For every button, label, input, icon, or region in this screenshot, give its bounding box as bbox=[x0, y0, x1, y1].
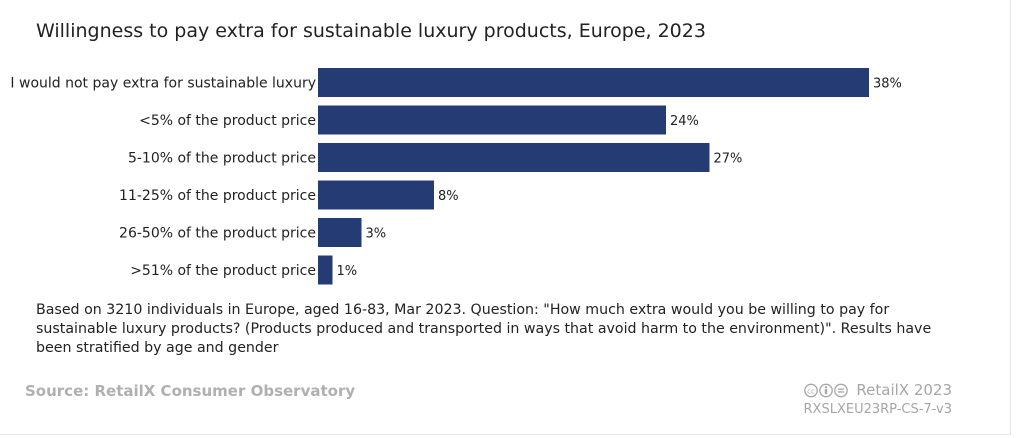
category-label: 5-10% of the product price bbox=[128, 151, 316, 167]
value-label: 8% bbox=[438, 189, 459, 204]
value-label: 38% bbox=[873, 77, 902, 92]
report-code: RXSLXEU23RP-CS-7-v3 bbox=[803, 402, 952, 417]
category-label: I would not pay extra for sustainable lu… bbox=[10, 76, 316, 92]
svg-text:cc: cc bbox=[808, 387, 816, 395]
survey-note: Based on 3210 individuals in Europe, age… bbox=[36, 302, 932, 356]
category-label: >51% of the product price bbox=[130, 263, 316, 279]
value-label: 24% bbox=[670, 114, 699, 129]
bar bbox=[318, 143, 710, 172]
value-label: 27% bbox=[714, 152, 743, 167]
bar-chart: I would not pay extra for sustainable lu… bbox=[10, 68, 902, 285]
bar bbox=[318, 255, 333, 285]
creative-commons-by-nc-nd-icon: cc bbox=[804, 383, 849, 398]
chart-title: Willingness to pay extra for sustainable… bbox=[36, 20, 706, 42]
bar bbox=[318, 218, 362, 247]
category-label: 26-50% of the product price bbox=[119, 226, 316, 242]
category-label: 11-25% of the product price bbox=[119, 188, 316, 204]
value-label: 3% bbox=[366, 227, 387, 242]
category-label: <5% of the product price bbox=[139, 113, 316, 129]
bar bbox=[318, 180, 434, 210]
brand-text: RetailX 2023 bbox=[856, 381, 952, 399]
brand-label: cc RetailX 2023 bbox=[804, 381, 952, 399]
bar bbox=[318, 105, 666, 135]
bar bbox=[318, 68, 869, 97]
source-label: Source: RetailX Consumer Observatory bbox=[25, 382, 356, 400]
value-label: 1% bbox=[337, 264, 358, 279]
